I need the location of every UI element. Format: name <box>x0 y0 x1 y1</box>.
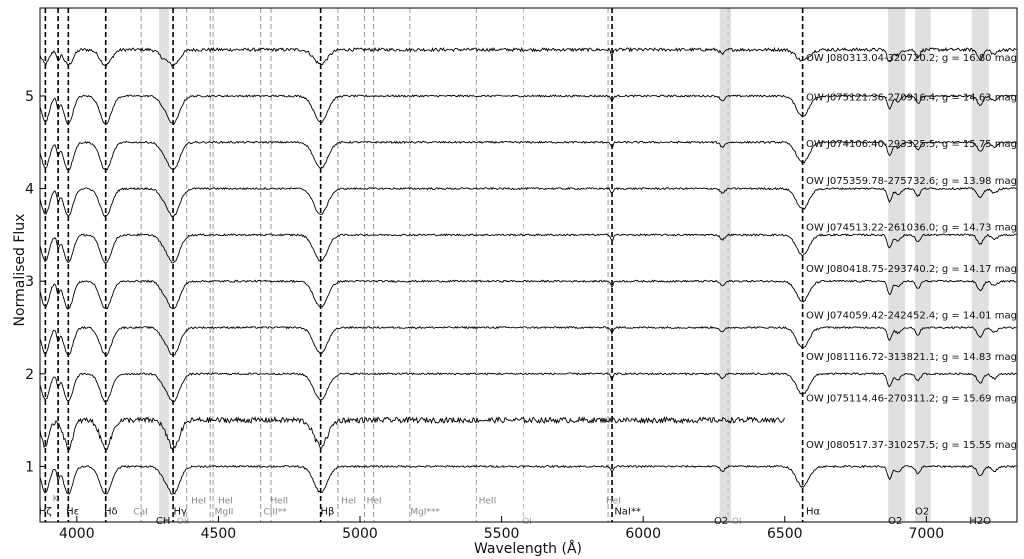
y-tick-label-4: 4 <box>25 182 34 198</box>
spectrum-line-6 <box>39 325 1017 357</box>
line-label-4: CaI <box>133 508 147 518</box>
y-tick-label-2: 2 <box>25 367 34 383</box>
line-label-15: HeI <box>367 496 382 506</box>
spectrum-line-2 <box>39 140 1017 172</box>
spectrum-line-1 <box>39 94 1017 126</box>
y-axis-label: Normalised Flux <box>12 214 28 327</box>
y-tick-label-5: 5 <box>25 89 34 105</box>
line-label-25: O2 <box>915 507 929 518</box>
line-label-19: HeI <box>606 496 621 506</box>
spectrum-label-1: OW J075121.36-270916.4; g = 14.63 mag <box>806 93 1017 104</box>
x-tick-label-5000: 5000 <box>342 526 378 542</box>
spectrum-label-5: OW J080418.75-293740.2; g = 14.17 mag <box>806 264 1017 275</box>
spectrum-label-9: OW J080517.37-310257.5; g = 15.55 mag <box>806 440 1017 451</box>
line-label-0: Hζ <box>39 507 52 518</box>
spectrum-line-9 <box>39 464 1017 495</box>
spectrum-label-4: OW J074513.22-261036.0; g = 14.73 mag <box>806 222 1017 233</box>
spectrum-label-7: OW J081116.72-313821.1; g = 14.83 mag <box>806 352 1017 363</box>
spectrum-line-7 <box>39 372 1017 403</box>
x-tick-label-6000: 6000 <box>625 526 661 542</box>
spectra-series <box>39 46 1017 495</box>
spectrum-line-4 <box>39 233 1017 265</box>
spectrum-labels: OW J080313.04-320720.2; g = 16.80 mag OW … <box>806 53 1017 451</box>
line-label-12: CIII** <box>263 508 287 518</box>
line-label-2: Hε <box>66 507 79 518</box>
x-axis: 4000 4500 5000 5500 6000 6500 7000 <box>59 516 944 542</box>
line-label-21: O2 <box>714 516 728 527</box>
line-label-14: HeI <box>341 496 356 506</box>
spectrum-label-0: OW J080313.04-320720.2; g = 16.80 mag <box>806 53 1017 64</box>
spectrum-label-3: OW J075359.78-275732.6; g = 13.98 mag <box>806 176 1017 187</box>
line-label-23: Hα <box>806 507 821 518</box>
line-label-7: HeI <box>191 496 206 506</box>
line-label-16: MgI*** <box>410 508 440 518</box>
y-tick-label-3: 3 <box>25 274 34 290</box>
telluric-band-1 <box>719 8 731 522</box>
line-markers <box>44 8 804 522</box>
plot-frame <box>39 7 1018 523</box>
line-label-3: Hδ <box>104 507 118 518</box>
line-label-1: K <box>53 495 60 505</box>
line-label-17: HeII <box>479 496 497 506</box>
telluric-band-4 <box>971 8 989 522</box>
line-label-11: HeII <box>270 496 288 506</box>
telluric-bands <box>158 8 989 522</box>
y-axis: 1 2 3 4 5 <box>25 89 46 475</box>
spectrum-line-8 <box>39 415 785 452</box>
x-tick-label-4000: 4000 <box>59 526 95 542</box>
line-label-24: O2 <box>888 516 902 527</box>
spectrum-line-5 <box>39 279 1017 310</box>
line-label-6: Hγ <box>173 507 187 518</box>
spectrum-line-0 <box>39 46 1017 67</box>
x-tick-label-6500: 6500 <box>767 526 803 542</box>
line-label-9: HeI <box>218 496 233 506</box>
x-tick-label-5500: 5500 <box>484 526 520 542</box>
line-label-10: MgII <box>215 508 234 518</box>
telluric-band-0 <box>158 8 169 522</box>
line-label-20: NaI** <box>614 507 641 518</box>
spectrum-label-8: OW J075114.46-270311.2; g = 15.69 mag <box>806 394 1017 405</box>
telluric-band-3 <box>915 8 931 522</box>
line-label-13: Hβ <box>320 507 334 518</box>
x-axis-label: Wavelength (Å) <box>474 540 582 557</box>
x-tick-label-4500: 4500 <box>201 526 237 542</box>
spectrum-label-2: OW J074106.40-293325.5; g = 15.75 mag <box>806 139 1017 150</box>
spectrum-label-6: OW J074059.42-242452.4; g = 14.01 mag <box>806 310 1017 321</box>
line-label-5: CH <box>156 516 171 527</box>
x-tick-label-7000: 7000 <box>909 526 945 542</box>
y-tick-label-1: 1 <box>25 459 34 475</box>
line-label-26: H2O <box>969 516 991 527</box>
telluric-band-2 <box>888 8 906 522</box>
spectrum-line-3 <box>39 186 1017 218</box>
